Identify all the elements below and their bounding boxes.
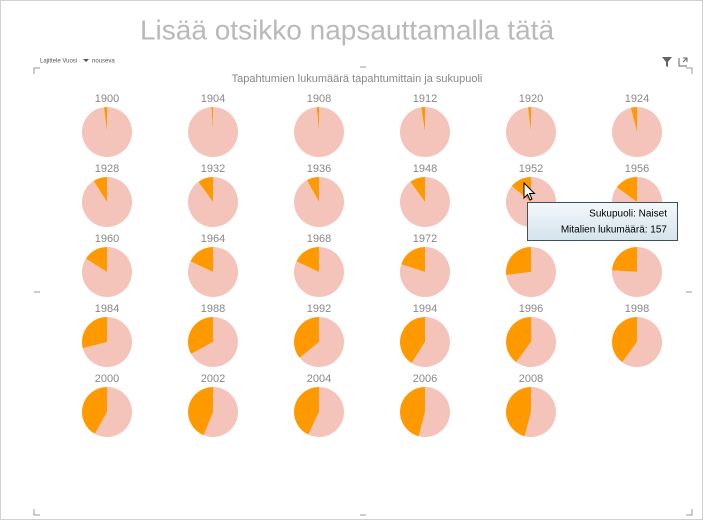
pie-label: 1920 bbox=[519, 93, 543, 105]
pie-slice bbox=[198, 177, 213, 202]
pie-slice bbox=[400, 317, 425, 364]
pie-label: 1936 bbox=[307, 163, 331, 175]
pie-label: 1968 bbox=[307, 233, 331, 245]
pie-label: 1908 bbox=[307, 93, 331, 105]
pie-slice bbox=[82, 387, 107, 434]
pie-slice bbox=[524, 387, 557, 437]
tooltip-line: Mitalien lukumäärä: 157 bbox=[561, 225, 668, 236]
pie-slice bbox=[506, 247, 556, 298]
pie-slice bbox=[616, 177, 637, 202]
pie-slice bbox=[187, 387, 213, 436]
pie-slice bbox=[505, 317, 531, 363]
pie-slice bbox=[506, 107, 557, 157]
pie-label: 1992 bbox=[307, 303, 331, 315]
pie-slice bbox=[418, 387, 451, 437]
pie-slice bbox=[622, 317, 662, 367]
pie-slice bbox=[81, 247, 132, 298]
pie-label: 1972 bbox=[413, 233, 437, 245]
pie-slice bbox=[81, 317, 107, 349]
pie-slice bbox=[401, 247, 425, 272]
pie-slice bbox=[94, 387, 133, 437]
pie-label: 1932 bbox=[201, 163, 225, 175]
pie-label: 2008 bbox=[519, 373, 543, 385]
pie-slice bbox=[306, 177, 319, 202]
pie-slice bbox=[612, 317, 637, 363]
tooltip: Sukupuoli: Naiset Mitalien lukumäärä: 15… bbox=[527, 202, 678, 241]
popout-icon[interactable] bbox=[678, 57, 688, 67]
pie-slice bbox=[82, 317, 132, 367]
sort-label[interactable]: Lajittele Vuosi bbox=[40, 59, 77, 65]
mouse-cursor bbox=[523, 181, 536, 201]
pie-slice bbox=[410, 177, 425, 202]
pie-slice bbox=[85, 247, 107, 272]
pie-slice bbox=[400, 107, 451, 157]
pie-slice bbox=[527, 107, 531, 132]
pie-slice bbox=[203, 387, 238, 437]
pie-label: 1960 bbox=[95, 233, 119, 245]
pie-slice bbox=[400, 177, 450, 227]
pie-slice bbox=[421, 107, 425, 132]
pie-label: 1994 bbox=[413, 303, 437, 315]
pie-slice bbox=[400, 247, 450, 297]
sort-arrow[interactable] bbox=[83, 59, 89, 62]
pie-slice bbox=[294, 247, 344, 297]
pie-slice bbox=[187, 177, 238, 227]
slide-title[interactable]: Lisää otsikko napsauttamalla tätä bbox=[140, 14, 554, 45]
pie-label: 2006 bbox=[413, 373, 437, 385]
pie-slice bbox=[188, 107, 239, 157]
pie-label: 1964 bbox=[201, 233, 225, 245]
pie-label: 1948 bbox=[413, 163, 437, 175]
pie-slice bbox=[506, 387, 531, 437]
pie-slice bbox=[296, 247, 319, 272]
pie-slice bbox=[411, 317, 450, 367]
pie-slice bbox=[612, 246, 637, 272]
pie-slice bbox=[299, 317, 344, 367]
pie-slice bbox=[516, 317, 556, 367]
pie-label: 1928 bbox=[95, 163, 119, 175]
pie-label: 1904 bbox=[201, 93, 225, 105]
pie-slice bbox=[191, 317, 238, 367]
pie-slice bbox=[187, 317, 213, 355]
pie-slice bbox=[190, 247, 213, 272]
pie-label: 1952 bbox=[519, 163, 543, 175]
pie-label: 1998 bbox=[625, 303, 649, 315]
pie-slice bbox=[293, 317, 319, 358]
pie-label: 1996 bbox=[519, 303, 543, 315]
pie-label: 1988 bbox=[201, 303, 225, 315]
tooltip-box bbox=[527, 202, 678, 241]
pie-slice bbox=[294, 177, 344, 228]
pie-slice bbox=[506, 247, 531, 276]
pie-label: 1912 bbox=[413, 93, 437, 105]
pie-label: 2002 bbox=[201, 373, 225, 385]
pie-label: 1956 bbox=[625, 163, 649, 175]
pie-slice bbox=[630, 107, 637, 132]
pie-label: 2000 bbox=[95, 373, 119, 385]
pie-slice bbox=[612, 107, 663, 157]
pie-slice bbox=[188, 247, 238, 297]
pie-slice bbox=[612, 247, 662, 297]
pie-slice bbox=[400, 387, 425, 437]
frame-marks bbox=[33, 66, 693, 516]
pie-slice bbox=[211, 107, 213, 132]
pie-label: 1900 bbox=[95, 93, 119, 105]
filter-icon[interactable] bbox=[662, 57, 672, 67]
pie-slice bbox=[294, 107, 345, 157]
pie-slice bbox=[103, 107, 107, 132]
pie-slice bbox=[81, 177, 132, 227]
pie-label: 1984 bbox=[95, 303, 119, 315]
pie-label: 2004 bbox=[307, 373, 331, 385]
pie-slice bbox=[293, 387, 319, 435]
pie-label: 1924 bbox=[625, 93, 649, 105]
sort-order[interactable]: nouseva bbox=[92, 59, 115, 65]
pie-slice bbox=[308, 387, 344, 437]
chart-title: Tapahtumien lukumäärä tapahtumittain ja … bbox=[232, 73, 483, 85]
pie-slice bbox=[93, 177, 107, 202]
pie-slice bbox=[82, 107, 133, 157]
pie-slice bbox=[316, 107, 319, 132]
tooltip-line: Sukupuoli: Naiset bbox=[589, 209, 667, 220]
